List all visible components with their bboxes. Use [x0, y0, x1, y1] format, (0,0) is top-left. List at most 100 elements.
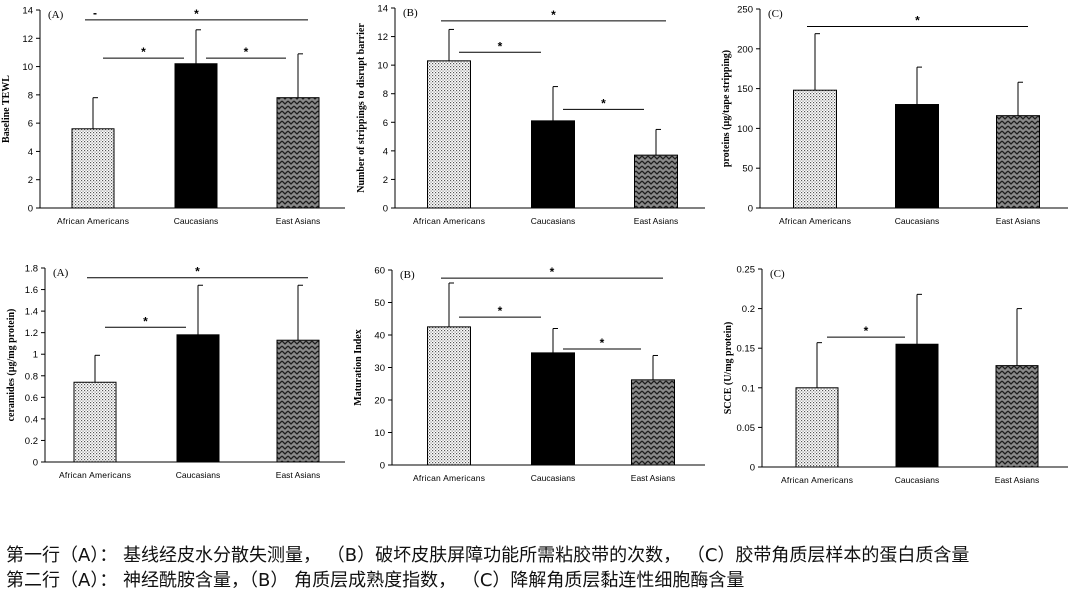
y-tick-label: 6 [28, 119, 33, 130]
x-tick-label: African Americans [413, 216, 485, 226]
x-tick-label: East Asians [631, 473, 675, 483]
y-tick-label: 10 [377, 61, 388, 72]
y-axis-label: Baseline TEWL [1, 75, 12, 143]
y-tick-label: 0.2 [742, 304, 755, 315]
y-axis-label: proteins (µg/tape stripping) [721, 50, 732, 167]
y-tick-label: 8 [383, 89, 388, 100]
y-tick-label: 0 [380, 461, 385, 472]
x-tick-label: Caucasians [176, 470, 220, 480]
panel-label: (B) [403, 7, 418, 19]
y-tick-label: 100 [737, 124, 753, 135]
x-tick-label: East Asians [276, 470, 320, 480]
y-tick-label: 0 [748, 204, 753, 215]
bar-east-asians [631, 379, 675, 466]
x-tick-label: East Asians [995, 475, 1039, 485]
x-tick-label: African Americans [779, 216, 851, 226]
bar-east-asians [995, 365, 1039, 468]
y-tick-label: 10 [374, 428, 385, 439]
significance-star: * [498, 304, 503, 318]
panel-label: (B) [400, 269, 415, 281]
significance-star: * [244, 45, 249, 59]
panel-label: (A) [53, 267, 69, 279]
x-tick-label: East Asians [634, 216, 678, 226]
y-tick-label: 50 [374, 298, 385, 309]
bar-east-asians [996, 115, 1040, 209]
bar-caucasians [531, 120, 575, 209]
y-tick-label: 4 [383, 146, 388, 157]
y-tick-label: 1.2 [25, 328, 38, 339]
y-tick-label: 150 [737, 84, 753, 95]
figure-panels: 0 2 4 6 8 10 12 14 Baseline TEWL (A) African Ameri… [1, 4, 1068, 485]
y-tick-label: 20 [374, 396, 385, 407]
y-tick-label: 0.25 [737, 265, 756, 276]
y-tick-label: 14 [377, 4, 388, 15]
x-tick-label: African Americans [59, 470, 131, 480]
y-tick-label: 2 [383, 175, 388, 186]
x-tick-label: Caucasians [531, 473, 575, 483]
significance-star: * [600, 336, 605, 350]
significance-star: * [141, 45, 146, 59]
x-tick-label: East Asians [996, 216, 1040, 226]
bar-african-americans [427, 326, 471, 466]
panel-label: (A) [48, 9, 64, 21]
significance-star: * [143, 314, 148, 328]
y-tick-label: 0 [33, 458, 38, 469]
bar-east-asians [276, 339, 320, 463]
y-tick-label: 250 [737, 5, 753, 16]
y-tick-label: 4 [28, 147, 33, 158]
y-tick-label: 0.05 [737, 423, 756, 434]
y-tick-label: 10 [22, 62, 33, 73]
y-tick-label: 0 [750, 463, 755, 474]
chart-row1-c-proteins: 0 50 100 150 200 250 proteins (µg/tape strippi… [721, 5, 1068, 226]
bar-african-americans [793, 89, 837, 209]
bar-caucasians [174, 63, 218, 209]
chart-row2-c-scce: 0 0.05 0.1 0.15 0.2 0.25 SCCE (U/mg protein) (C… [723, 265, 1068, 485]
bar-african-americans [427, 60, 471, 209]
caption-line-2: 第二行（A）： 神经酰胺含量，（B） 角质层成熟度指数， （C）降解角质层黏连性… [6, 570, 745, 591]
y-tick-label: 40 [374, 331, 385, 342]
bar-east-asians [276, 97, 320, 209]
x-tick-label: Caucasians [531, 216, 575, 226]
y-tick-label: 12 [22, 34, 33, 45]
y-tick-label: 1.6 [25, 285, 38, 296]
x-tick-label: East Asians [276, 216, 320, 226]
bar-caucasians [531, 352, 575, 466]
y-axis-label: Number of strippings to disrupt barrier [356, 23, 367, 193]
significance-star: * [498, 39, 503, 53]
y-tick-label: 1.4 [25, 307, 38, 318]
chart-row1-a-baseline-tewl: 0 2 4 6 8 10 12 14 Baseline TEWL (A) African Ameri… [1, 6, 345, 226]
y-tick-label: 12 [377, 32, 388, 43]
x-tick-label: Caucasians [895, 475, 939, 485]
bar-african-americans [71, 128, 115, 209]
significance-star: * [551, 8, 556, 22]
y-tick-label: 50 [742, 164, 753, 175]
y-tick-label: 0 [28, 204, 33, 215]
y-axis-label: ceramides (µg/mg protein) [6, 309, 17, 422]
y-tick-label: 0.8 [25, 371, 38, 382]
y-tick-label: 0.15 [737, 344, 756, 355]
y-tick-label: 1.8 [25, 264, 38, 275]
x-tick-label: African Americans [57, 216, 129, 226]
y-axis-label: SCCE (U/mg protein) [723, 322, 734, 415]
bar-caucasians [895, 104, 939, 209]
panel-label: (C) [768, 8, 783, 20]
x-tick-label: Caucasians [174, 216, 218, 226]
y-tick-label: 0.6 [25, 393, 38, 404]
y-tick-label: 6 [383, 118, 388, 129]
y-tick-label: 30 [374, 363, 385, 374]
significance-star: * [864, 324, 869, 338]
y-tick-label: 14 [22, 6, 33, 17]
significance-star: * [550, 265, 555, 279]
y-tick-label: 8 [28, 90, 33, 101]
x-tick-label: African Americans [781, 475, 853, 485]
significance-star: * [194, 7, 199, 21]
significance-star: * [915, 14, 920, 28]
bar-east-asians [634, 154, 678, 209]
bar-caucasians [895, 343, 939, 468]
y-tick-label: 200 [737, 44, 753, 55]
significance-star: * [601, 96, 606, 110]
significance-star: * [195, 265, 200, 279]
bar-african-americans [795, 387, 839, 468]
bar-african-americans [73, 381, 117, 463]
x-tick-label: African Americans [413, 473, 485, 483]
